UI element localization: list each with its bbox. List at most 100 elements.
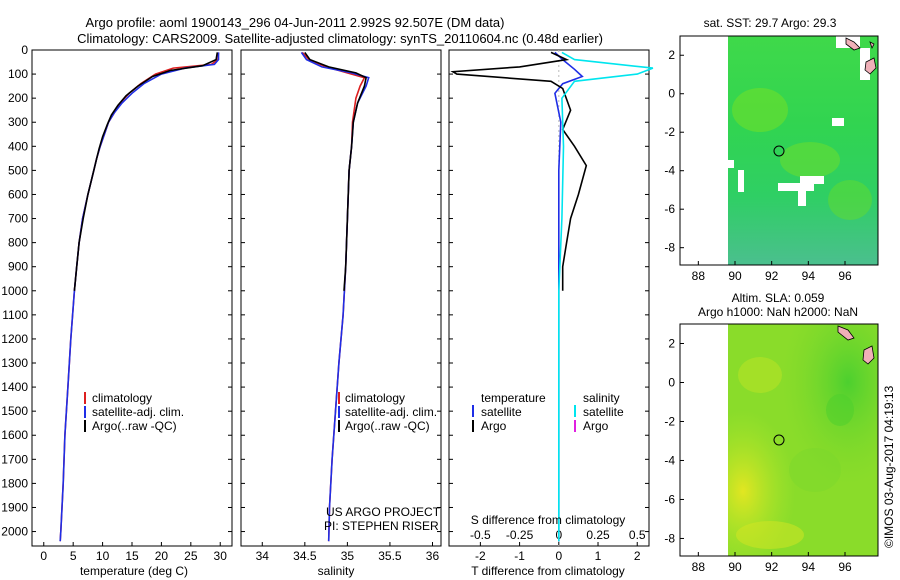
map-x-tick-label: 96: [838, 269, 852, 283]
legend-label-satellite: satellite-adj. clim.: [345, 405, 437, 419]
y-tick-label: 1400: [1, 380, 28, 394]
imos-credit: ©IMOS 03-Aug-2017 04:19:13: [882, 385, 896, 548]
y-tick-label: 1600: [1, 428, 28, 442]
sst-cloud-mask: [738, 170, 744, 192]
x2-tick-label: 0.25: [586, 528, 610, 542]
map-y-tick-label: 0: [668, 375, 675, 389]
x-tick-label: 35.5: [378, 549, 402, 563]
x-tick-label: 34.5: [293, 549, 317, 563]
sla-green-region: [728, 324, 878, 556]
sla-anomaly-blob: [826, 394, 854, 426]
difference-legend: temperature salinity satellite Argo sate…: [472, 391, 624, 433]
y-tick-label: 1000: [1, 284, 28, 298]
series-line-satellite: [300, 51, 370, 542]
difference-xlabel: T difference from climatology: [471, 564, 625, 578]
series-line-climatology: [301, 51, 366, 542]
y-tick-label: 700: [8, 212, 28, 226]
legend-label-t-argo: Argo: [481, 419, 507, 433]
pi-annotation: PI: STEPHEN RISER: [324, 519, 439, 533]
x-tick-label: 0: [40, 549, 47, 563]
y-tick-label: 0: [21, 43, 28, 57]
temperature-axes: 0 5 10 15 20 25 300100200300400500600700800900…: [1, 43, 232, 563]
series-line-t-argo: [450, 51, 588, 291]
map-y-tick-label: 0: [668, 87, 675, 101]
x2-tick-label: 0.5: [629, 528, 646, 542]
x-tick-label: 1: [595, 549, 602, 563]
x2-tick-label: -0.5: [470, 528, 491, 542]
legend-header-salinity: salinity: [583, 391, 620, 405]
x-tick-label: -2: [475, 549, 486, 563]
map-y-tick-label: -6: [664, 492, 675, 506]
sla-map-title-line1: Altim. SLA: 0.059: [732, 291, 825, 305]
x-tick-label: -1: [514, 549, 525, 563]
map-y-tick-label: 2: [668, 48, 675, 62]
sst-map: [679, 35, 879, 266]
x2-tick-label: -0.25: [506, 528, 534, 542]
map-x-tick-label: 96: [838, 560, 852, 574]
x-tick-label: 34: [256, 549, 270, 563]
series-line-argo: [73, 52, 219, 291]
x-tick-label: 15: [125, 549, 139, 563]
sst-map-frame: [679, 35, 879, 266]
y-tick-label: 1700: [1, 452, 28, 466]
legend-label-climatology: climatology: [345, 391, 405, 405]
legend-label-argo: Argo(..raw -QC): [92, 419, 177, 433]
map-y-tick-label: -6: [664, 202, 675, 216]
legend-label-argo: Argo(..raw -QC): [345, 419, 430, 433]
legend-label-s-satellite: satellite: [583, 405, 624, 419]
sla-map-axes: 88 90 92 94 96 2 0 -2 -4 -6 -8: [664, 336, 852, 574]
project-annotation: US ARGO PROJECT: [326, 505, 441, 519]
island-shape: [845, 37, 861, 51]
difference-x2label: S difference from climatology: [471, 513, 626, 527]
x-tick-label: 5: [70, 549, 77, 563]
sla-map: [679, 323, 879, 557]
y-tick-label: 1500: [1, 404, 28, 418]
y-tick-label: 800: [8, 236, 28, 250]
salinity-legend: climatology satellite-adj. clim. Argo(..…: [338, 391, 437, 433]
argo-location-marker: [773, 145, 785, 157]
temperature-plot-frame: [31, 49, 233, 547]
series-line-climatology: [59, 52, 220, 542]
sla-map-land-mask-left: [680, 324, 728, 556]
island-shape: [869, 41, 875, 50]
map-x-tick-label: 94: [802, 560, 816, 574]
map-y-tick-label: -2: [664, 414, 675, 428]
y-tick-label: 400: [8, 139, 28, 153]
sst-cloud-mask: [832, 118, 844, 126]
y-tick-label: 900: [8, 260, 28, 274]
x-tick-label: 20: [155, 549, 169, 563]
y-tick-label: 1300: [1, 356, 28, 370]
map-x-tick-label: 90: [728, 269, 742, 283]
x-tick-label: 30: [214, 549, 228, 563]
y-tick-label: 100: [8, 67, 28, 81]
sst-warm-patch: [732, 88, 788, 132]
y-tick-label: 600: [8, 187, 28, 201]
y-tick-label: 300: [8, 115, 28, 129]
legend-label-s-argo: Argo: [583, 419, 609, 433]
x-tick-label: 25: [184, 549, 198, 563]
map-y-tick-label: -8: [664, 531, 675, 545]
island-shape: [864, 57, 877, 75]
salinity-xlabel: salinity: [318, 564, 355, 578]
sla-anomaly-blob: [789, 448, 841, 492]
map-y-tick-label: -2: [664, 125, 675, 139]
y-tick-label: 1900: [1, 500, 28, 514]
map-x-tick-label: 90: [728, 560, 742, 574]
sla-map-title-line2: Argo h1000: NaN h2000: NaN: [698, 305, 858, 319]
map-y-tick-label: -8: [664, 241, 675, 255]
map-y-tick-label: -4: [664, 453, 675, 467]
y-tick-label: 1100: [2, 308, 28, 322]
sla-map-frame: [679, 323, 879, 557]
x-tick-label: 36: [426, 549, 440, 563]
sst-warm-patch: [780, 142, 840, 178]
map-y-tick-label: 2: [668, 336, 675, 350]
x-tick-label: 35: [341, 549, 355, 563]
sst-cloud-mask: [800, 176, 824, 184]
map-y-tick-label: -4: [664, 164, 675, 178]
profile-lines: [59, 51, 654, 542]
island-shape: [862, 345, 875, 365]
sst-map-title: sat. SST: 29.7 Argo: 29.3: [704, 16, 837, 30]
series-line-s-satellite: [557, 51, 654, 542]
y-tick-label: 2000: [1, 525, 28, 539]
